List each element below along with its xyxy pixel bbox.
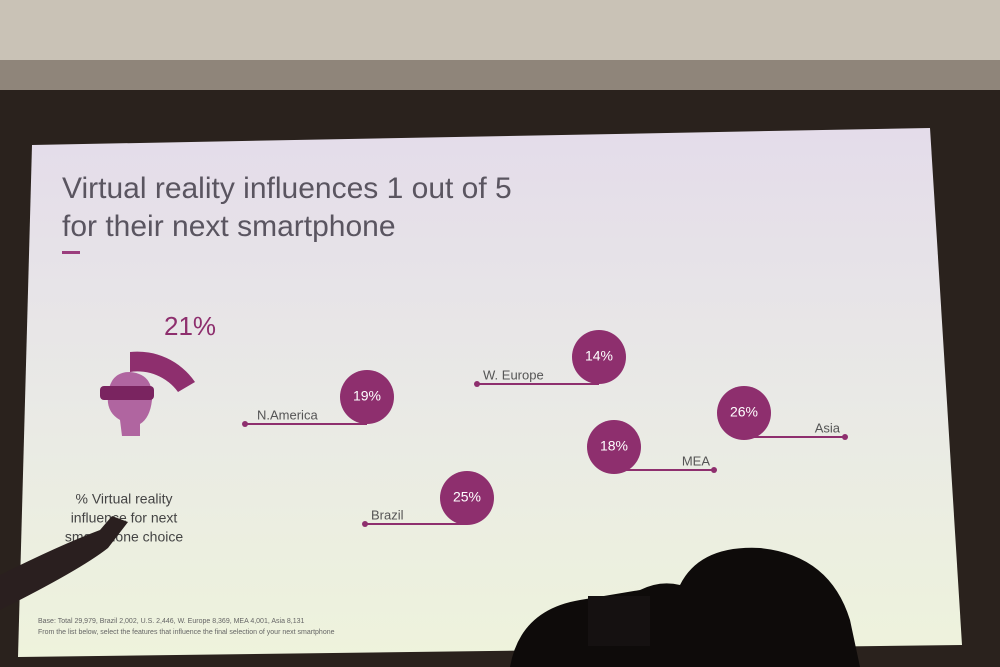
footnote: From the list below, select the features… <box>38 629 335 636</box>
region-name: W. Europe <box>483 367 544 382</box>
caption: influence for next <box>71 510 178 526</box>
region-dot <box>711 467 717 473</box>
slide-title: for their next smartphone <box>62 210 396 243</box>
region-dot <box>242 421 248 427</box>
region-bubble <box>717 386 771 440</box>
screen <box>18 128 962 657</box>
camera <box>588 596 650 646</box>
region-name: Brazil <box>371 507 404 522</box>
caption: % Virtual reality <box>75 491 172 507</box>
region-dot <box>474 381 480 387</box>
region-bubble <box>340 370 394 424</box>
region-value: 25% <box>453 489 481 505</box>
region-value: 14% <box>585 348 613 364</box>
presenter-arm <box>0 516 128 610</box>
region-value: 19% <box>353 388 381 404</box>
region-name: MEA <box>682 453 711 468</box>
region-dot <box>362 521 368 527</box>
slide-title: Virtual reality influences 1 out of 5 <box>62 172 512 205</box>
ceiling-edge <box>0 60 1000 90</box>
region-name: N.America <box>257 407 318 422</box>
region-dot <box>842 434 848 440</box>
title-underline <box>62 251 80 254</box>
region-bubble <box>572 330 626 384</box>
vr-head-icon <box>100 372 154 436</box>
headline-stat: 21% <box>164 311 216 341</box>
gauge-arc <box>130 351 195 392</box>
region-bubble <box>440 471 494 525</box>
region-value: 26% <box>730 404 758 420</box>
footnote: Base: Total 29,979, Brazil 2,002, U.S. 2… <box>38 618 305 625</box>
region-bubble <box>587 420 641 474</box>
region-name: Asia <box>815 420 841 435</box>
region-value: 18% <box>600 438 628 454</box>
